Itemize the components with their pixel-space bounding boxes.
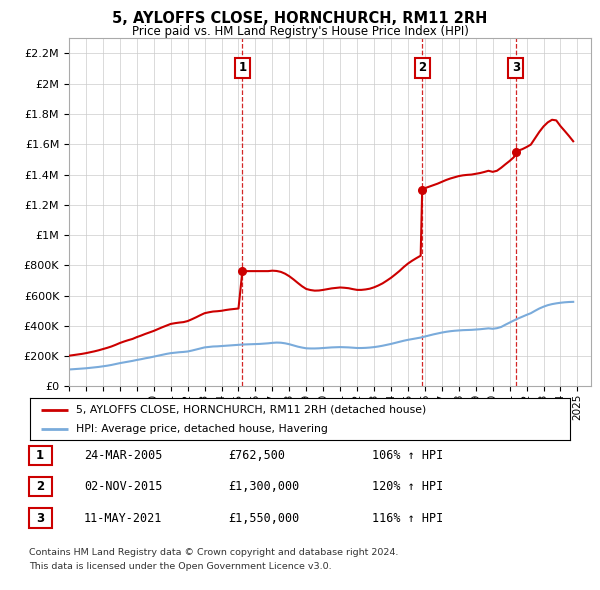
Text: £1,550,000: £1,550,000 bbox=[228, 512, 299, 525]
Text: 11-MAY-2021: 11-MAY-2021 bbox=[84, 512, 163, 525]
Text: 1: 1 bbox=[36, 449, 44, 462]
Text: £1,300,000: £1,300,000 bbox=[228, 480, 299, 493]
Text: 2: 2 bbox=[418, 61, 426, 74]
Text: Price paid vs. HM Land Registry's House Price Index (HPI): Price paid vs. HM Land Registry's House … bbox=[131, 25, 469, 38]
Text: 5, AYLOFFS CLOSE, HORNCHURCH, RM11 2RH (detached house): 5, AYLOFFS CLOSE, HORNCHURCH, RM11 2RH (… bbox=[76, 405, 426, 415]
Text: This data is licensed under the Open Government Licence v3.0.: This data is licensed under the Open Gov… bbox=[29, 562, 331, 571]
Text: 02-NOV-2015: 02-NOV-2015 bbox=[84, 480, 163, 493]
Text: 1: 1 bbox=[238, 61, 247, 74]
Text: HPI: Average price, detached house, Havering: HPI: Average price, detached house, Have… bbox=[76, 424, 328, 434]
Text: 24-MAR-2005: 24-MAR-2005 bbox=[84, 449, 163, 462]
Text: Contains HM Land Registry data © Crown copyright and database right 2024.: Contains HM Land Registry data © Crown c… bbox=[29, 548, 398, 556]
Text: 106% ↑ HPI: 106% ↑ HPI bbox=[372, 449, 443, 462]
Text: 2: 2 bbox=[36, 480, 44, 493]
Text: 116% ↑ HPI: 116% ↑ HPI bbox=[372, 512, 443, 525]
Text: £762,500: £762,500 bbox=[228, 449, 285, 462]
Text: 120% ↑ HPI: 120% ↑ HPI bbox=[372, 480, 443, 493]
Text: 3: 3 bbox=[36, 512, 44, 525]
Text: 3: 3 bbox=[512, 61, 520, 74]
Text: 5, AYLOFFS CLOSE, HORNCHURCH, RM11 2RH: 5, AYLOFFS CLOSE, HORNCHURCH, RM11 2RH bbox=[112, 11, 488, 25]
